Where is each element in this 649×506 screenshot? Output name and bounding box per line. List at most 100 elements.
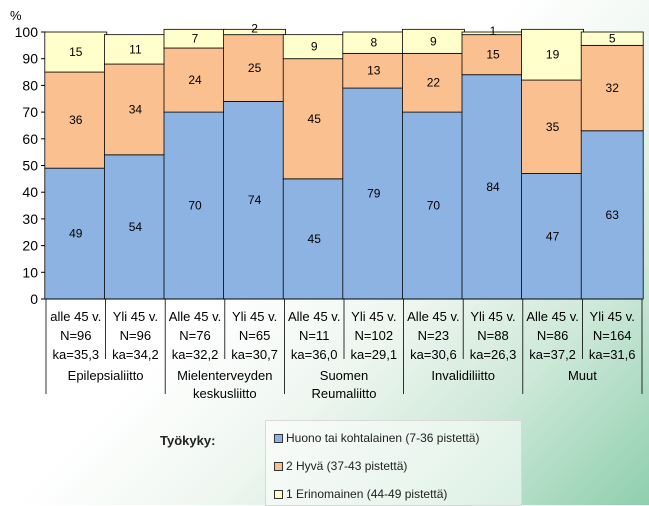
x-tick-label: Yli 45 v. <box>590 309 635 324</box>
y-tick-label: 50 <box>22 158 38 174</box>
x-axis: alle 45 v. N=96 ka=35,3 Yli 45 v. N=96 ka=34,… <box>45 298 643 401</box>
data-label: 54 <box>129 220 143 234</box>
data-label: 32 <box>606 81 620 95</box>
x-tick-label: Yli 45 v. <box>113 309 158 324</box>
legend <box>265 420 522 506</box>
data-label: 9 <box>311 40 318 54</box>
x-group-label: Muut <box>568 368 597 383</box>
x-tick-label: Alle 45 v. <box>407 309 460 324</box>
x-group-label: keskusliitto <box>193 386 257 401</box>
bar-segment-good <box>104 63 167 156</box>
data-label: 34 <box>129 102 143 116</box>
legend-label-good: 2 Hyvä (37-43 pistettä) <box>286 459 408 473</box>
bar-segment-excellent <box>282 34 346 60</box>
x-tick-label: Alle 45 v. <box>526 309 579 324</box>
y-tick-label: 80 <box>22 77 38 93</box>
bar-segment-good <box>163 47 227 113</box>
x-tick-label: N=96 <box>120 328 151 343</box>
legend-item-poor: Huono tai kohtalainen (7-36 pistettä) <box>274 431 479 445</box>
x-group-label: Mielenterveyden <box>177 368 272 383</box>
data-label: 84 <box>486 180 500 194</box>
x-tick-label: Yli 45 v. <box>470 309 515 324</box>
x-tick-label: N=86 <box>537 328 568 343</box>
x-tick-label: ka=37,2 <box>529 347 576 362</box>
x-tick-label: ka=30,6 <box>410 347 457 362</box>
bar-segment-good <box>44 71 108 169</box>
x-group-label: Invalidiliitto <box>431 368 495 383</box>
y-tick-label: 30 <box>22 211 38 227</box>
bar-segment-poor <box>521 173 584 300</box>
data-label: 15 <box>69 45 83 59</box>
data-label: 63 <box>606 208 620 222</box>
data-label: 11 <box>129 42 142 56</box>
x-group-label: Epilepsialiitto <box>68 368 144 383</box>
x-tick-label: ka=30,7 <box>231 347 278 362</box>
bar-segment-good <box>282 58 346 180</box>
legend-title: Työkyky: <box>160 433 216 448</box>
bar-segment-poor <box>44 167 108 300</box>
data-label: 74 <box>248 193 262 207</box>
legend-item-excellent: 1 Erinomainen (44-49 pistettä) <box>274 487 447 501</box>
bar-segment-poor <box>282 178 346 300</box>
data-label: 15 <box>486 48 500 62</box>
data-label: 70 <box>427 199 441 213</box>
bar-segment-excellent <box>580 31 644 46</box>
bar-segment-poor <box>223 101 287 300</box>
y-tick-label: 100 <box>15 24 39 40</box>
data-label: 25 <box>248 61 262 75</box>
x-tick-label: N=102 <box>354 328 393 343</box>
legend-swatch-good <box>274 461 283 471</box>
x-tick-label: ka=35,3 <box>52 347 99 362</box>
x-tick-label: N=23 <box>418 328 449 343</box>
data-label: 22 <box>427 76 441 90</box>
x-tick-label: N=88 <box>477 328 508 343</box>
y-tick-label: 90 <box>22 51 38 67</box>
legend-item-good: 2 Hyvä (37-43 pistettä) <box>274 459 407 473</box>
x-tick-label: alle 45 v. <box>50 309 101 324</box>
x-tick-label: N=164 <box>593 328 632 343</box>
data-label: 8 <box>370 36 377 50</box>
data-label: 1 <box>490 24 497 38</box>
bar-segment-excellent <box>223 28 287 36</box>
bars: 4936155434117024774252454597913870229841… <box>44 21 644 300</box>
data-label: 24 <box>188 73 202 87</box>
y-tick-label: 40 <box>22 184 38 200</box>
x-tick-label: ka=34,2 <box>112 347 159 362</box>
x-tick-label: ka=36,0 <box>291 347 338 362</box>
x-tick-label: ka=26,3 <box>470 347 517 362</box>
data-label: 47 <box>546 229 560 243</box>
y-tick-label: 0 <box>30 291 38 307</box>
y-axis: 0 10 20 30 40 50 60 70 80 90 100 <box>15 24 47 307</box>
x-tick-label: N=11 <box>299 328 329 343</box>
legend-swatch-poor <box>274 433 283 443</box>
x-tick-label: ka=31,6 <box>589 347 636 362</box>
x-tick-label: ka=29,1 <box>350 347 397 362</box>
y-tick-label: 20 <box>22 238 38 254</box>
data-label: 7 <box>192 32 199 46</box>
data-label: 13 <box>367 64 381 78</box>
bar-segment-poor <box>342 87 406 300</box>
x-tick-label: Yli 45 v. <box>232 309 277 324</box>
data-label: 5 <box>609 32 616 46</box>
data-label: 49 <box>69 227 83 241</box>
x-tick-label: ka=32,2 <box>172 347 219 362</box>
data-label: 70 <box>188 199 202 213</box>
data-label: 9 <box>430 34 437 48</box>
bar-segment-good <box>461 34 525 76</box>
x-tick-label: Yli 45 v. <box>351 309 396 324</box>
x-group-label: Suomen <box>320 368 368 383</box>
x-group-label: Reumaliitto <box>311 386 376 401</box>
x-tick-label: Alle 45 v. <box>288 309 341 324</box>
x-tick-label: N=76 <box>179 328 210 343</box>
x-tick-label: N=65 <box>239 328 270 343</box>
data-label: 79 <box>367 187 381 201</box>
y-tick-label: 10 <box>22 264 38 280</box>
bar-segment-poor <box>104 154 167 300</box>
data-label: 36 <box>69 113 83 127</box>
legend-label-excellent: 1 Erinomainen (44-49 pistettä) <box>286 487 448 501</box>
bar-segment-poor <box>580 130 644 300</box>
bar-segment-excellent <box>44 31 108 73</box>
y-tick-label: 60 <box>22 131 38 147</box>
data-label: 45 <box>308 112 322 126</box>
